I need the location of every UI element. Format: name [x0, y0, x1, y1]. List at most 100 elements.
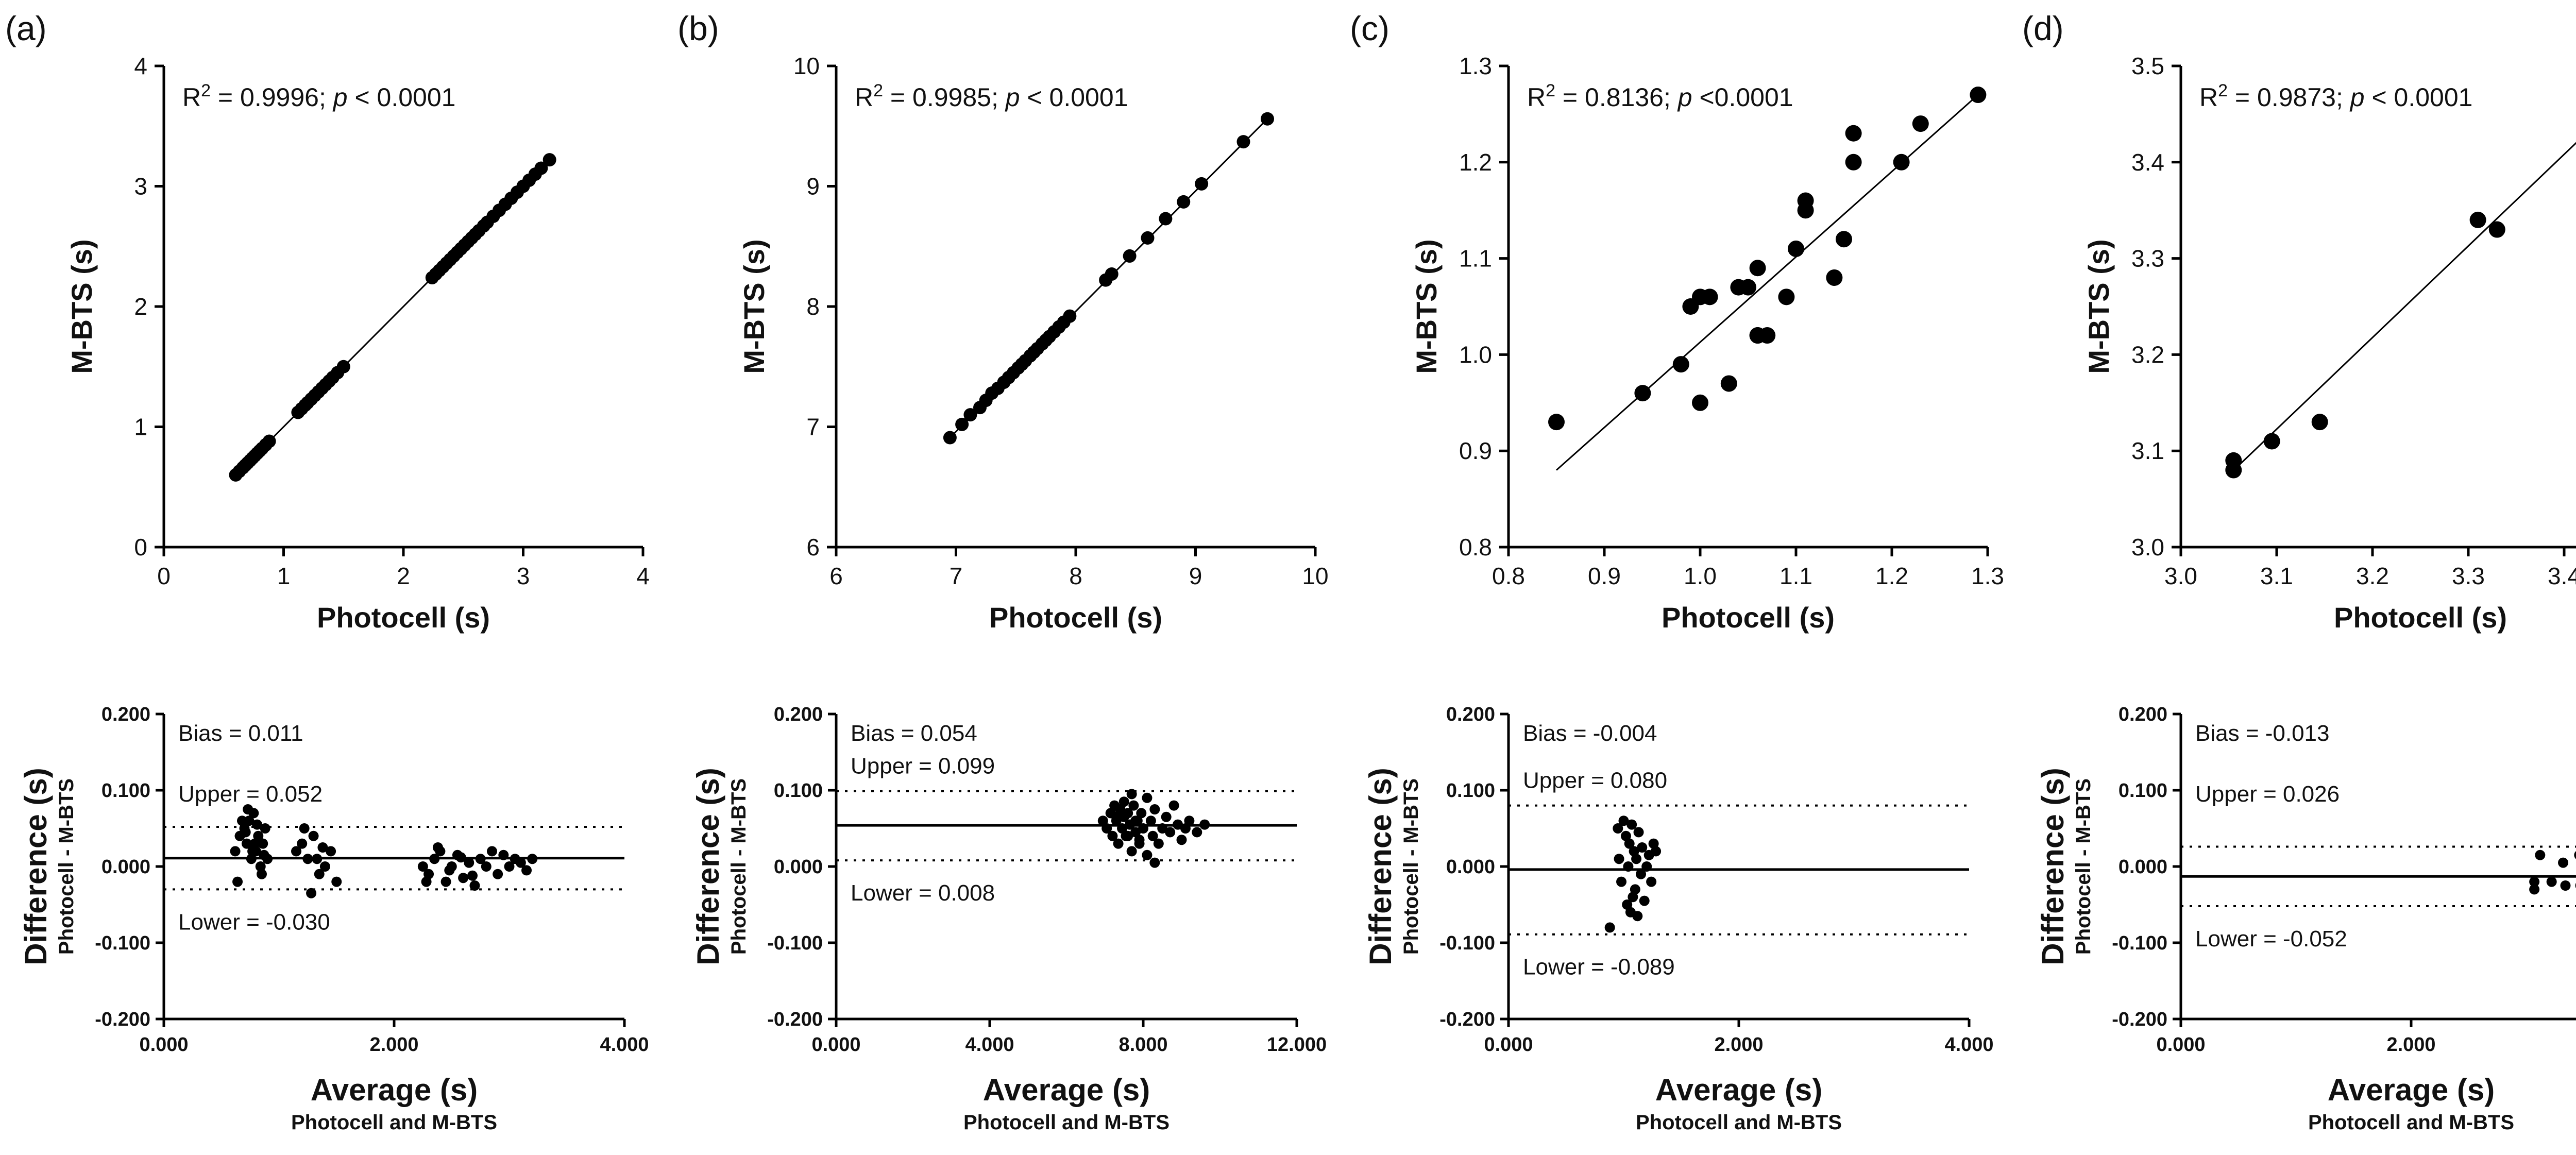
- panel-label: (b): [677, 9, 719, 47]
- ba-data-point: [2529, 884, 2540, 895]
- x-axis-title: Photocell (s): [1662, 601, 1835, 634]
- data-point: [2469, 211, 2486, 228]
- ba-y-tick-label: 0.100: [1446, 780, 1495, 802]
- ba-data-point: [1117, 823, 1128, 834]
- annotation-part: 2: [2218, 81, 2228, 100]
- ba-data-point: [1168, 800, 1179, 811]
- ba-x-tick-label: 0.000: [811, 1034, 860, 1056]
- ba-data-point: [1626, 819, 1637, 830]
- upper-label: Upper = 0.026: [2195, 782, 2340, 807]
- annotation-part: R: [855, 83, 873, 112]
- x-axis-title: Photocell (s): [2334, 601, 2507, 634]
- ba-data-point: [249, 838, 260, 849]
- ba-data-point: [319, 861, 330, 872]
- ba-data-point: [475, 854, 486, 864]
- ba-data-point: [256, 869, 267, 879]
- r2-annotation: R2 = 0.9985; p < 0.0001: [855, 81, 1128, 112]
- data-point: [543, 153, 556, 167]
- ba-data-point: [417, 861, 428, 872]
- ba-data-point: [1153, 838, 1164, 849]
- ba-data-point: [1113, 838, 1124, 849]
- x-tick-label: 10: [1302, 563, 1328, 589]
- ba-y-axis-title: Difference (s): [691, 768, 725, 965]
- ba-data-point: [1636, 869, 1647, 879]
- lower-label: Lower = -0.030: [178, 909, 330, 935]
- ba-data-point: [1130, 816, 1141, 826]
- ba-data-point: [2574, 851, 2576, 859]
- y-tick-label: 1.2: [1459, 149, 1492, 176]
- ba-data-point: [1199, 819, 1210, 830]
- ba-data-point: [1118, 796, 1129, 807]
- upper-label: Upper = 0.052: [178, 782, 323, 807]
- ba-y-tick-label: 0.200: [774, 704, 823, 725]
- x-tick-label: 0.8: [1492, 563, 1525, 589]
- data-point: [943, 431, 957, 445]
- ba-x-tick-label: 2.000: [2386, 1034, 2435, 1056]
- x-tick-label: 1.3: [1971, 563, 2004, 589]
- y-tick-label: 0.8: [1459, 534, 1492, 560]
- ba-y-tick-label: 0.000: [101, 856, 150, 878]
- x-tick-label: 1.0: [1684, 563, 1717, 589]
- y-tick-label: 3.2: [2131, 341, 2164, 368]
- ba-data-point: [1142, 792, 1153, 803]
- annotation-part: = 0.9996;: [211, 83, 333, 112]
- ba-data-point: [1123, 808, 1133, 819]
- ba-data-point: [1136, 808, 1147, 819]
- ba-y-axis-subtitle: Photocell - M-BTS: [55, 778, 78, 955]
- ba-x-tick-label: 12.000: [1267, 1034, 1327, 1056]
- ba-data-point: [1130, 827, 1141, 838]
- ba-x-axis-subtitle: Photocell and M-BTS: [291, 1111, 497, 1134]
- ba-data-point: [1651, 846, 1662, 857]
- ba-data-point: [515, 857, 526, 868]
- annotation-part: R: [182, 83, 201, 112]
- ba-data-point: [504, 861, 515, 872]
- data-point: [1063, 309, 1077, 323]
- ba-y-axis-title: Difference (s): [19, 768, 53, 965]
- data-point: [1236, 135, 1250, 149]
- ba-data-point: [1157, 823, 1168, 834]
- y-tick-label: 3.0: [2131, 534, 2164, 560]
- ba-data-point: [1616, 876, 1627, 887]
- ba-data-point: [241, 838, 252, 849]
- y-axis-title: M-BTS (s): [65, 239, 98, 373]
- ba-y-axis-subtitle: Photocell - M-BTS: [2072, 778, 2095, 955]
- ba-data-point: [1630, 884, 1640, 895]
- data-point: [1105, 267, 1118, 281]
- ba-data-point: [291, 846, 302, 857]
- ba-data-point: [1173, 819, 1183, 830]
- data-point: [1836, 231, 1852, 248]
- ba-data-point: [1145, 816, 1156, 826]
- ba-data-point: [1147, 830, 1158, 841]
- data-point: [534, 161, 548, 175]
- annotation-part: <0.0001: [1692, 83, 1793, 112]
- y-axis-title: M-BTS (s): [1410, 239, 1443, 373]
- bias-label: Bias = 0.054: [851, 721, 977, 746]
- ba-y-tick-label: -0.200: [1439, 1009, 1495, 1030]
- data-point: [955, 417, 969, 431]
- data-point: [1826, 269, 1843, 286]
- ba-data-point: [1111, 811, 1122, 822]
- bias-label: Bias = 0.011: [178, 721, 303, 746]
- bias-label: Bias = -0.004: [1523, 721, 1657, 746]
- ba-y-axis-subtitle: Photocell - M-BTS: [1400, 778, 1422, 955]
- data-point: [1788, 240, 1804, 257]
- ba-y-tick-label: -0.100: [2112, 932, 2167, 954]
- ba-data-point: [1161, 811, 1172, 822]
- ba-data-point: [306, 888, 317, 898]
- annotation-part: < 0.0001: [1020, 83, 1128, 112]
- data-point: [963, 408, 977, 422]
- ba-data-point: [326, 846, 336, 857]
- ba-y-tick-label: -0.200: [2112, 1009, 2167, 1030]
- ba-data-point: [246, 854, 257, 864]
- data-point: [336, 360, 350, 373]
- ba-x-tick-label: 0.000: [2156, 1034, 2205, 1056]
- ba-data-point: [1180, 823, 1191, 834]
- annotation-part: R: [1527, 83, 1546, 112]
- x-tick-label: 3.1: [2260, 563, 2293, 589]
- lower-label: Lower = -0.089: [1523, 955, 1675, 980]
- ba-x-tick-label: 2.000: [369, 1034, 418, 1056]
- annotation-part: < 0.0001: [348, 83, 456, 112]
- ba-data-point: [1604, 922, 1615, 933]
- ba-data-point: [1097, 816, 1108, 826]
- panel-label: (a): [5, 9, 47, 47]
